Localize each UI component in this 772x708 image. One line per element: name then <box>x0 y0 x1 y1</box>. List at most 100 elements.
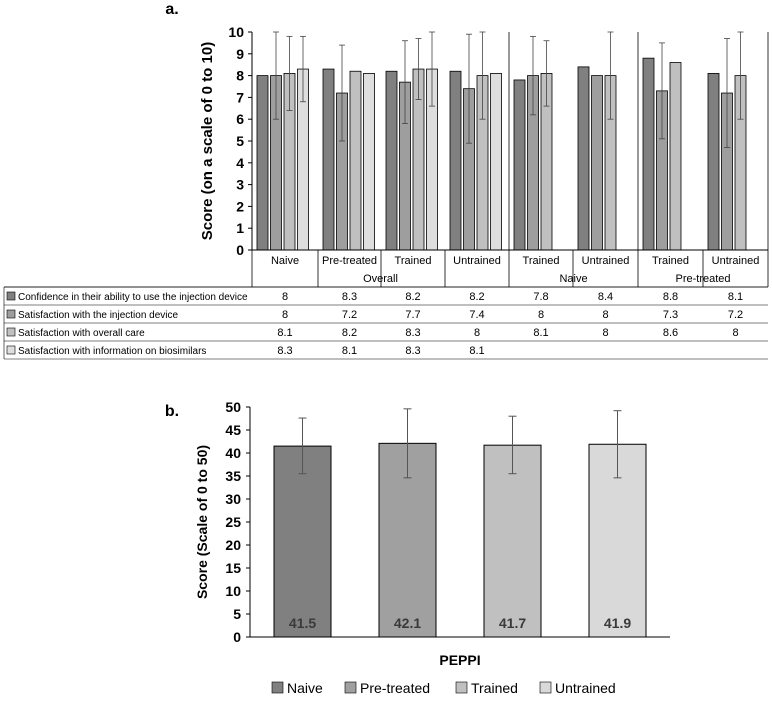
y-tick-label: 10 <box>225 583 241 599</box>
data-table-value: 8.3 <box>277 345 292 357</box>
data-table-value: 8 <box>282 309 288 321</box>
y-tick-label: 15 <box>225 560 241 576</box>
legend-label: Naive <box>287 680 323 696</box>
data-table-value: 8 <box>538 309 544 321</box>
bar-value-label: 41.7 <box>499 615 526 631</box>
data-table-value: 8.8 <box>663 291 678 303</box>
y-tick-label: 20 <box>225 537 241 553</box>
y-tick-label: 3 <box>236 177 244 193</box>
legend-label: Satisfaction with information on biosimi… <box>18 346 206 357</box>
data-table-value: 7.3 <box>663 309 678 321</box>
y-tick-label: 1 <box>236 220 244 236</box>
bar <box>256 75 269 251</box>
chart-b: b. 0 5 10 15 20 25 30 35 40 45 50 Score (Scale of 0 … <box>0 390 772 708</box>
y-tick-label: 50 <box>225 399 241 415</box>
y-tick-label: 25 <box>225 514 241 530</box>
data-table-value: 7.4 <box>469 309 484 321</box>
legend-label: Pre-treated <box>360 680 430 696</box>
bar <box>490 73 502 251</box>
data-table-value: 8.2 <box>342 327 357 339</box>
y-tick-label: 6 <box>236 111 244 127</box>
y-tick-label: 0 <box>236 242 244 258</box>
data-table-value: 8 <box>602 309 608 321</box>
bar-value-label: 41.9 <box>604 615 631 631</box>
data-table-value: 8.1 <box>469 345 484 357</box>
y-tick-label: 8 <box>236 68 244 84</box>
data-table-value: 8.1 <box>277 327 292 339</box>
bar <box>642 57 655 251</box>
bar <box>707 73 720 251</box>
data-table-value: 8.3 <box>405 327 420 339</box>
y-tick-label: 9 <box>236 46 244 62</box>
data-table-value: 8.1 <box>728 291 743 303</box>
legend-swatch <box>344 681 357 694</box>
legend-swatch <box>271 681 284 694</box>
y-tick-label: 40 <box>225 445 241 461</box>
chart-b-svg: b. 0 5 10 15 20 25 30 35 40 45 50 Score (Scale of 0 … <box>165 399 670 696</box>
data-table-value: 8.4 <box>598 291 613 303</box>
legend-swatch <box>539 681 552 694</box>
bar <box>591 75 603 251</box>
bar <box>449 70 462 251</box>
y-tick-label: 7 <box>236 89 244 105</box>
data-table-value: 8.2 <box>469 291 484 303</box>
bar <box>385 70 398 251</box>
y-tick-label: 10 <box>228 24 244 40</box>
legend-swatch <box>6 309 16 319</box>
y-tick-label: 5 <box>233 606 241 622</box>
bar <box>363 73 375 251</box>
x-group-label: Overall <box>363 273 398 285</box>
y-tick-label: 2 <box>236 198 244 214</box>
x-category-label: Trained <box>395 255 432 267</box>
legend-swatch <box>6 345 16 355</box>
bar <box>349 70 362 251</box>
data-table-value: 7.8 <box>533 291 548 303</box>
y-tick-label: 5 <box>236 133 244 149</box>
data-table-value: 7.2 <box>728 309 743 321</box>
y-tick-label: 4 <box>236 155 244 171</box>
data-table-value: 8.6 <box>663 327 678 339</box>
legend-label: Trained <box>471 680 518 696</box>
y-axis-title: Score (on a scale of 0 to 10) <box>199 42 216 240</box>
y-tick-label: 30 <box>225 491 241 507</box>
legend-label: Satisfaction with overall care <box>18 328 145 339</box>
data-table-value: 8 <box>732 327 738 339</box>
legend-swatch <box>455 681 468 694</box>
y-axis-title: Score (Scale of 0 to 50) <box>194 445 210 599</box>
x-group-label: Naive <box>559 273 587 285</box>
x-category-label: Pre-treated <box>322 255 377 267</box>
panel-label-b: b. <box>165 403 179 420</box>
data-table-value: 8.2 <box>405 291 420 303</box>
x-group-label: Pre-treated <box>675 273 730 285</box>
legend-label: Satisfaction with the injection device <box>18 310 179 321</box>
data-table-value: 8 <box>474 327 480 339</box>
x-category-label: Untrained <box>712 255 760 267</box>
bar <box>577 66 590 251</box>
bar <box>273 445 332 638</box>
x-category-label: Untrained <box>453 255 501 267</box>
chart-a: a. 0 1 2 3 4 5 6 7 8 9 10 Score (on a scale of 0 to … <box>3 1 769 360</box>
bar <box>322 68 335 251</box>
x-category-label: Naive <box>271 255 299 267</box>
y-tick-label: 35 <box>225 468 241 484</box>
legend-label: Confidence in their ability to use the i… <box>18 292 248 303</box>
bar-value-label: 42.1 <box>394 615 421 631</box>
x-category-label: Trained <box>652 255 689 267</box>
y-tick-label: 0 <box>233 629 241 645</box>
x-category-label: Trained <box>523 255 560 267</box>
legend-swatch <box>6 327 16 337</box>
data-table-value: 8 <box>602 327 608 339</box>
data-table-value: 7.7 <box>405 309 420 321</box>
x-axis-title: PEPPI <box>439 652 480 668</box>
legend-label: Untrained <box>555 680 616 696</box>
data-table-value: 7.2 <box>342 309 357 321</box>
data-table-value: 8.3 <box>342 291 357 303</box>
y-tick-label: 45 <box>225 422 241 438</box>
legend-swatch <box>6 291 16 301</box>
data-table-value: 8.1 <box>342 345 357 357</box>
bar <box>669 62 682 251</box>
data-table-value: 8.1 <box>533 327 548 339</box>
panel-label-a: a. <box>165 1 178 18</box>
chart-a-svg: a. 0 1 2 3 4 5 6 7 8 9 10 Score (on a scale of 0 to … <box>3 1 769 360</box>
bar <box>513 79 526 251</box>
